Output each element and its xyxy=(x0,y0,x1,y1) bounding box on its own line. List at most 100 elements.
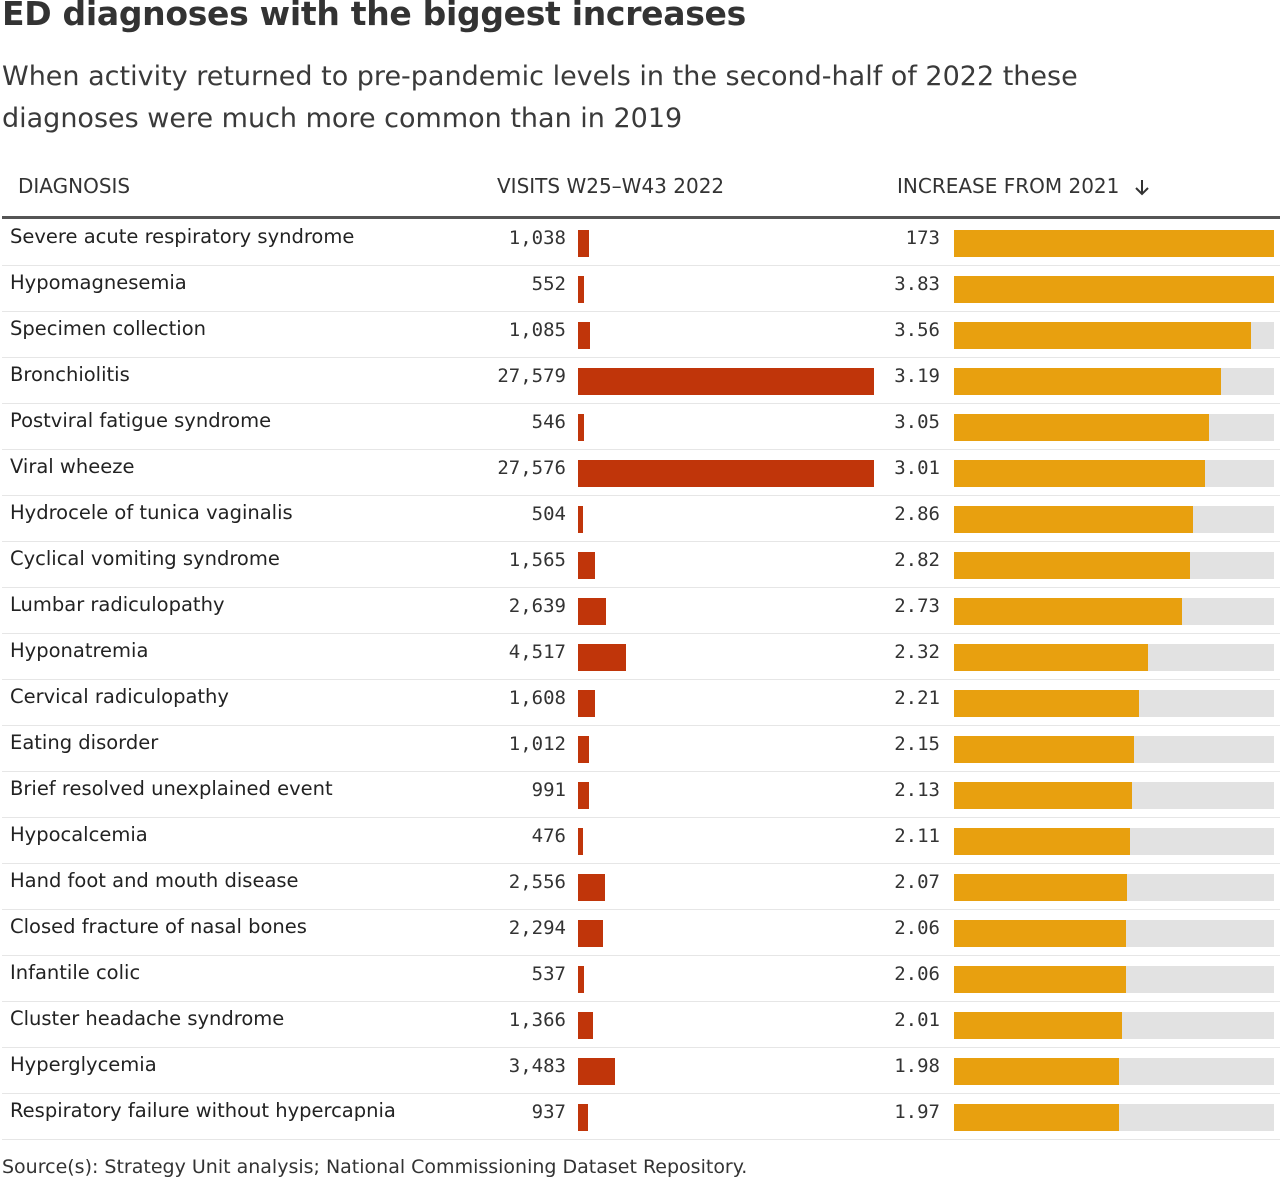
visits-bar xyxy=(578,966,584,993)
increase-bar xyxy=(954,460,1205,487)
table-row: Hypocalcemia 476 2.11 xyxy=(2,817,1280,864)
diagnosis-label: Viral wheeze xyxy=(10,455,135,478)
diagnosis-label: Lumbar radiculopathy xyxy=(10,593,225,616)
increase-bar xyxy=(954,598,1182,625)
visits-value: 1,366 xyxy=(508,1009,566,1031)
visits-value: 2,294 xyxy=(508,917,566,939)
diagnosis-label: Postviral fatigue syndrome xyxy=(10,409,272,432)
table-row: Cluster headache syndrome 1,366 2.01 xyxy=(2,1001,1280,1048)
increase-value: 2.13 xyxy=(894,779,940,801)
diagnosis-label: Infantile colic xyxy=(10,961,141,984)
table-row: Bronchiolitis 27,579 3.19 xyxy=(2,357,1280,404)
visits-bar xyxy=(578,322,590,349)
visits-bar xyxy=(578,368,874,395)
increase-value: 3.56 xyxy=(894,319,940,341)
diagnosis-label: Specimen collection xyxy=(10,317,206,340)
table-row: Hyponatremia 4,517 2.32 xyxy=(2,633,1280,680)
increase-bar xyxy=(954,1012,1122,1039)
increase-bar xyxy=(954,874,1127,901)
diagnosis-label: Respiratory failure without hypercapnia xyxy=(10,1099,396,1122)
increase-value: 173 xyxy=(905,227,940,249)
visits-value: 3,483 xyxy=(508,1055,566,1077)
visits-bar xyxy=(578,1058,615,1085)
visits-value: 1,085 xyxy=(508,319,566,341)
increase-value: 2.86 xyxy=(894,503,940,525)
table-row: Brief resolved unexplained event 991 2.13 xyxy=(2,771,1280,818)
chart-title: ED diagnoses with the biggest increases xyxy=(2,0,746,33)
column-header-diagnosis[interactable]: DIAGNOSIS xyxy=(18,174,131,198)
diagnosis-label: Hypomagnesemia xyxy=(10,271,187,294)
diagnosis-label: Severe acute respiratory syndrome xyxy=(10,225,355,248)
chart-subtitle: When activity returned to pre-pandemic l… xyxy=(2,61,1078,134)
increase-value: 2.06 xyxy=(894,963,940,985)
table-row: Lumbar radiculopathy 2,639 2.73 xyxy=(2,587,1280,634)
table-row: Hand foot and mouth disease 2,556 2.07 xyxy=(2,863,1280,910)
increase-value: 3.83 xyxy=(894,273,940,295)
visits-bar xyxy=(578,1104,588,1131)
table-row: Cervical radiculopathy 1,608 2.21 xyxy=(2,679,1280,726)
visits-value: 991 xyxy=(531,779,566,801)
visits-value: 504 xyxy=(531,503,566,525)
diagnosis-label: Hypocalcemia xyxy=(10,823,148,846)
table-row: Hypomagnesemia 552 3.83 xyxy=(2,265,1280,312)
increase-value: 3.01 xyxy=(894,457,940,479)
visits-bar xyxy=(578,552,595,579)
table-row: Closed fracture of nasal bones 2,294 2.06 xyxy=(2,909,1280,956)
increase-value: 3.05 xyxy=(894,411,940,433)
column-header-visits[interactable]: VISITS W25–W43 2022 xyxy=(497,174,725,198)
increase-value: 2.06 xyxy=(894,917,940,939)
diagnosis-label: Bronchiolitis xyxy=(10,363,130,386)
diagnosis-label: Hyperglycemia xyxy=(10,1053,157,1076)
increase-bar xyxy=(954,690,1139,717)
visits-bar xyxy=(578,414,584,441)
table-row: Cyclical vomiting syndrome 1,565 2.82 xyxy=(2,541,1280,588)
visits-bar xyxy=(578,230,589,257)
increase-value: 1.97 xyxy=(894,1101,940,1123)
increase-bar xyxy=(954,322,1251,349)
visits-value: 1,012 xyxy=(508,733,566,755)
diagnosis-label: Cluster headache syndrome xyxy=(10,1007,285,1030)
visits-value: 552 xyxy=(531,273,566,295)
diagnosis-label: Hand foot and mouth disease xyxy=(10,869,299,892)
table-row: Hydrocele of tunica vaginalis 504 2.86 xyxy=(2,495,1280,542)
diagnosis-label: Cervical radiculopathy xyxy=(10,685,229,708)
increase-value: 2.21 xyxy=(894,687,940,709)
visits-value: 476 xyxy=(531,825,566,847)
increase-bar xyxy=(954,368,1221,395)
visits-bar xyxy=(578,782,589,809)
column-header-increase[interactable]: INCREASE FROM 2021 xyxy=(897,174,1150,198)
diagnosis-label: Closed fracture of nasal bones xyxy=(10,915,307,938)
table-row: Hyperglycemia 3,483 1.98 xyxy=(2,1047,1280,1094)
diagnosis-label: Hydrocele of tunica vaginalis xyxy=(10,501,293,524)
visits-value: 1,565 xyxy=(508,549,566,571)
increase-value: 2.15 xyxy=(894,733,940,755)
table-row: Specimen collection 1,085 3.56 xyxy=(2,311,1280,358)
increase-bar xyxy=(954,552,1190,579)
diagnosis-label: Hyponatremia xyxy=(10,639,149,662)
increase-bar xyxy=(954,414,1209,441)
visits-value: 27,576 xyxy=(497,457,566,479)
visits-bar xyxy=(578,828,583,855)
increase-bar xyxy=(954,1104,1119,1131)
visits-bar xyxy=(578,736,589,763)
diagnosis-label: Cyclical vomiting syndrome xyxy=(10,547,280,570)
increase-value: 2.07 xyxy=(894,871,940,893)
visits-value: 1,038 xyxy=(508,227,566,249)
visits-bar xyxy=(578,874,605,901)
increase-value: 2.11 xyxy=(894,825,940,847)
increase-bar xyxy=(954,276,1274,303)
table-row: Viral wheeze 27,576 3.01 xyxy=(2,449,1280,496)
header-rule xyxy=(2,216,1280,219)
increase-value: 2.01 xyxy=(894,1009,940,1031)
arrow-down-icon xyxy=(1135,180,1149,196)
increase-bar xyxy=(954,506,1193,533)
increase-value: 3.19 xyxy=(894,365,940,387)
increase-value: 2.82 xyxy=(894,549,940,571)
table-header: DIAGNOSIS VISITS W25–W43 2022 INCREASE F… xyxy=(0,174,1280,204)
visits-bar xyxy=(578,506,583,533)
increase-bar xyxy=(954,828,1130,855)
increase-bar xyxy=(954,966,1126,993)
visits-bar xyxy=(578,1012,593,1039)
increase-bar xyxy=(954,230,1274,257)
diagnosis-label: Eating disorder xyxy=(10,731,159,754)
